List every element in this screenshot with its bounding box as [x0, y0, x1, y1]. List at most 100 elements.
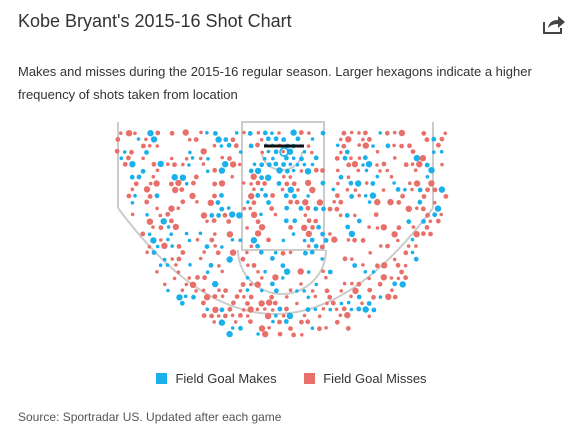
miss-hex — [212, 193, 217, 199]
miss-hex — [148, 181, 153, 186]
make-hex — [204, 244, 210, 250]
miss-hex — [363, 130, 368, 136]
miss-hex — [356, 281, 362, 287]
miss-hex — [396, 238, 400, 243]
make-hex — [219, 193, 224, 198]
miss-hex — [181, 162, 185, 167]
make-hex — [258, 249, 264, 255]
miss-hex — [260, 276, 264, 280]
make-hex — [316, 224, 321, 230]
miss-hex — [396, 225, 402, 231]
miss-hex — [395, 262, 401, 268]
miss-hex — [151, 225, 155, 229]
miss-hex — [410, 149, 416, 155]
make-hex — [277, 306, 283, 312]
miss-hex — [306, 144, 311, 148]
make-hex — [263, 193, 268, 198]
miss-hex — [330, 300, 336, 306]
make-hex — [366, 301, 372, 306]
miss-hex — [288, 175, 293, 179]
miss-hex — [216, 314, 221, 318]
miss-hex — [144, 199, 150, 205]
miss-hex — [349, 130, 354, 135]
miss-hex — [155, 168, 160, 173]
make-hex — [129, 174, 135, 180]
make-hex — [378, 295, 383, 299]
make-hex — [259, 212, 263, 217]
miss-hex — [336, 168, 340, 173]
miss-hex — [353, 213, 357, 218]
make-hex — [286, 312, 294, 320]
make-hex — [169, 232, 173, 236]
miss-hex — [222, 212, 228, 218]
legend-makes-label: Field Goal Makes — [175, 371, 277, 386]
miss-hex — [374, 198, 381, 206]
make-hex — [339, 301, 344, 306]
miss-hex — [309, 186, 316, 194]
make-hex — [271, 156, 275, 161]
miss-hex — [385, 168, 390, 173]
miss-hex — [205, 219, 209, 224]
make-hex — [190, 156, 195, 160]
miss-hex — [413, 231, 420, 238]
miss-hex — [357, 143, 362, 147]
make-hex — [320, 257, 325, 261]
miss-hex — [209, 313, 215, 319]
rim — [279, 147, 289, 157]
miss-hex — [176, 244, 182, 249]
make-hex — [236, 212, 243, 219]
miss-hex — [258, 325, 266, 332]
miss-hex — [144, 137, 148, 142]
miss-hex — [349, 156, 353, 160]
miss-hex — [230, 313, 235, 318]
source-note: Source: Sportradar US. Updated after eac… — [18, 410, 282, 424]
miss-hex — [158, 225, 164, 231]
miss-hex — [176, 256, 182, 262]
make-hex — [230, 238, 235, 242]
make-hex — [331, 187, 336, 192]
miss-hex — [249, 282, 253, 287]
miss-hex — [310, 289, 315, 293]
miss-hex — [313, 218, 319, 224]
miss-hex — [373, 212, 379, 218]
miss-hex — [299, 282, 303, 286]
miss-hex — [291, 332, 296, 338]
miss-hex — [140, 231, 146, 237]
share-icon[interactable] — [542, 13, 566, 35]
miss-hex — [159, 238, 163, 242]
miss-hex — [346, 162, 352, 168]
make-hex — [313, 155, 319, 161]
miss-hex — [288, 199, 293, 205]
miss-hex — [281, 149, 285, 154]
miss-hex — [421, 231, 426, 237]
make-hex — [265, 136, 271, 142]
miss-hex — [255, 180, 261, 186]
make-hex — [356, 294, 362, 300]
miss-hex — [389, 174, 394, 179]
miss-hex — [212, 143, 217, 148]
miss-hex — [341, 306, 347, 312]
miss-hex — [349, 294, 353, 299]
miss-hex — [254, 230, 262, 237]
make-hex — [313, 307, 318, 312]
make-hex — [166, 288, 170, 293]
make-hex — [302, 289, 307, 293]
miss-hex — [172, 276, 177, 281]
make-hex — [184, 231, 189, 236]
miss-hex — [242, 130, 246, 135]
miss-hex — [331, 236, 338, 243]
miss-hex — [302, 199, 309, 206]
miss-hex — [187, 276, 191, 280]
miss-hex — [233, 320, 238, 324]
make-hex — [166, 225, 171, 229]
miss-hex — [375, 263, 380, 269]
make-hex — [154, 193, 160, 199]
make-hex — [349, 194, 354, 199]
miss-hex — [288, 250, 293, 255]
miss-hex — [155, 144, 160, 148]
miss-hex — [280, 187, 285, 192]
miss-hex — [364, 181, 369, 185]
makes-swatch — [156, 373, 168, 384]
miss-hex — [165, 211, 171, 217]
